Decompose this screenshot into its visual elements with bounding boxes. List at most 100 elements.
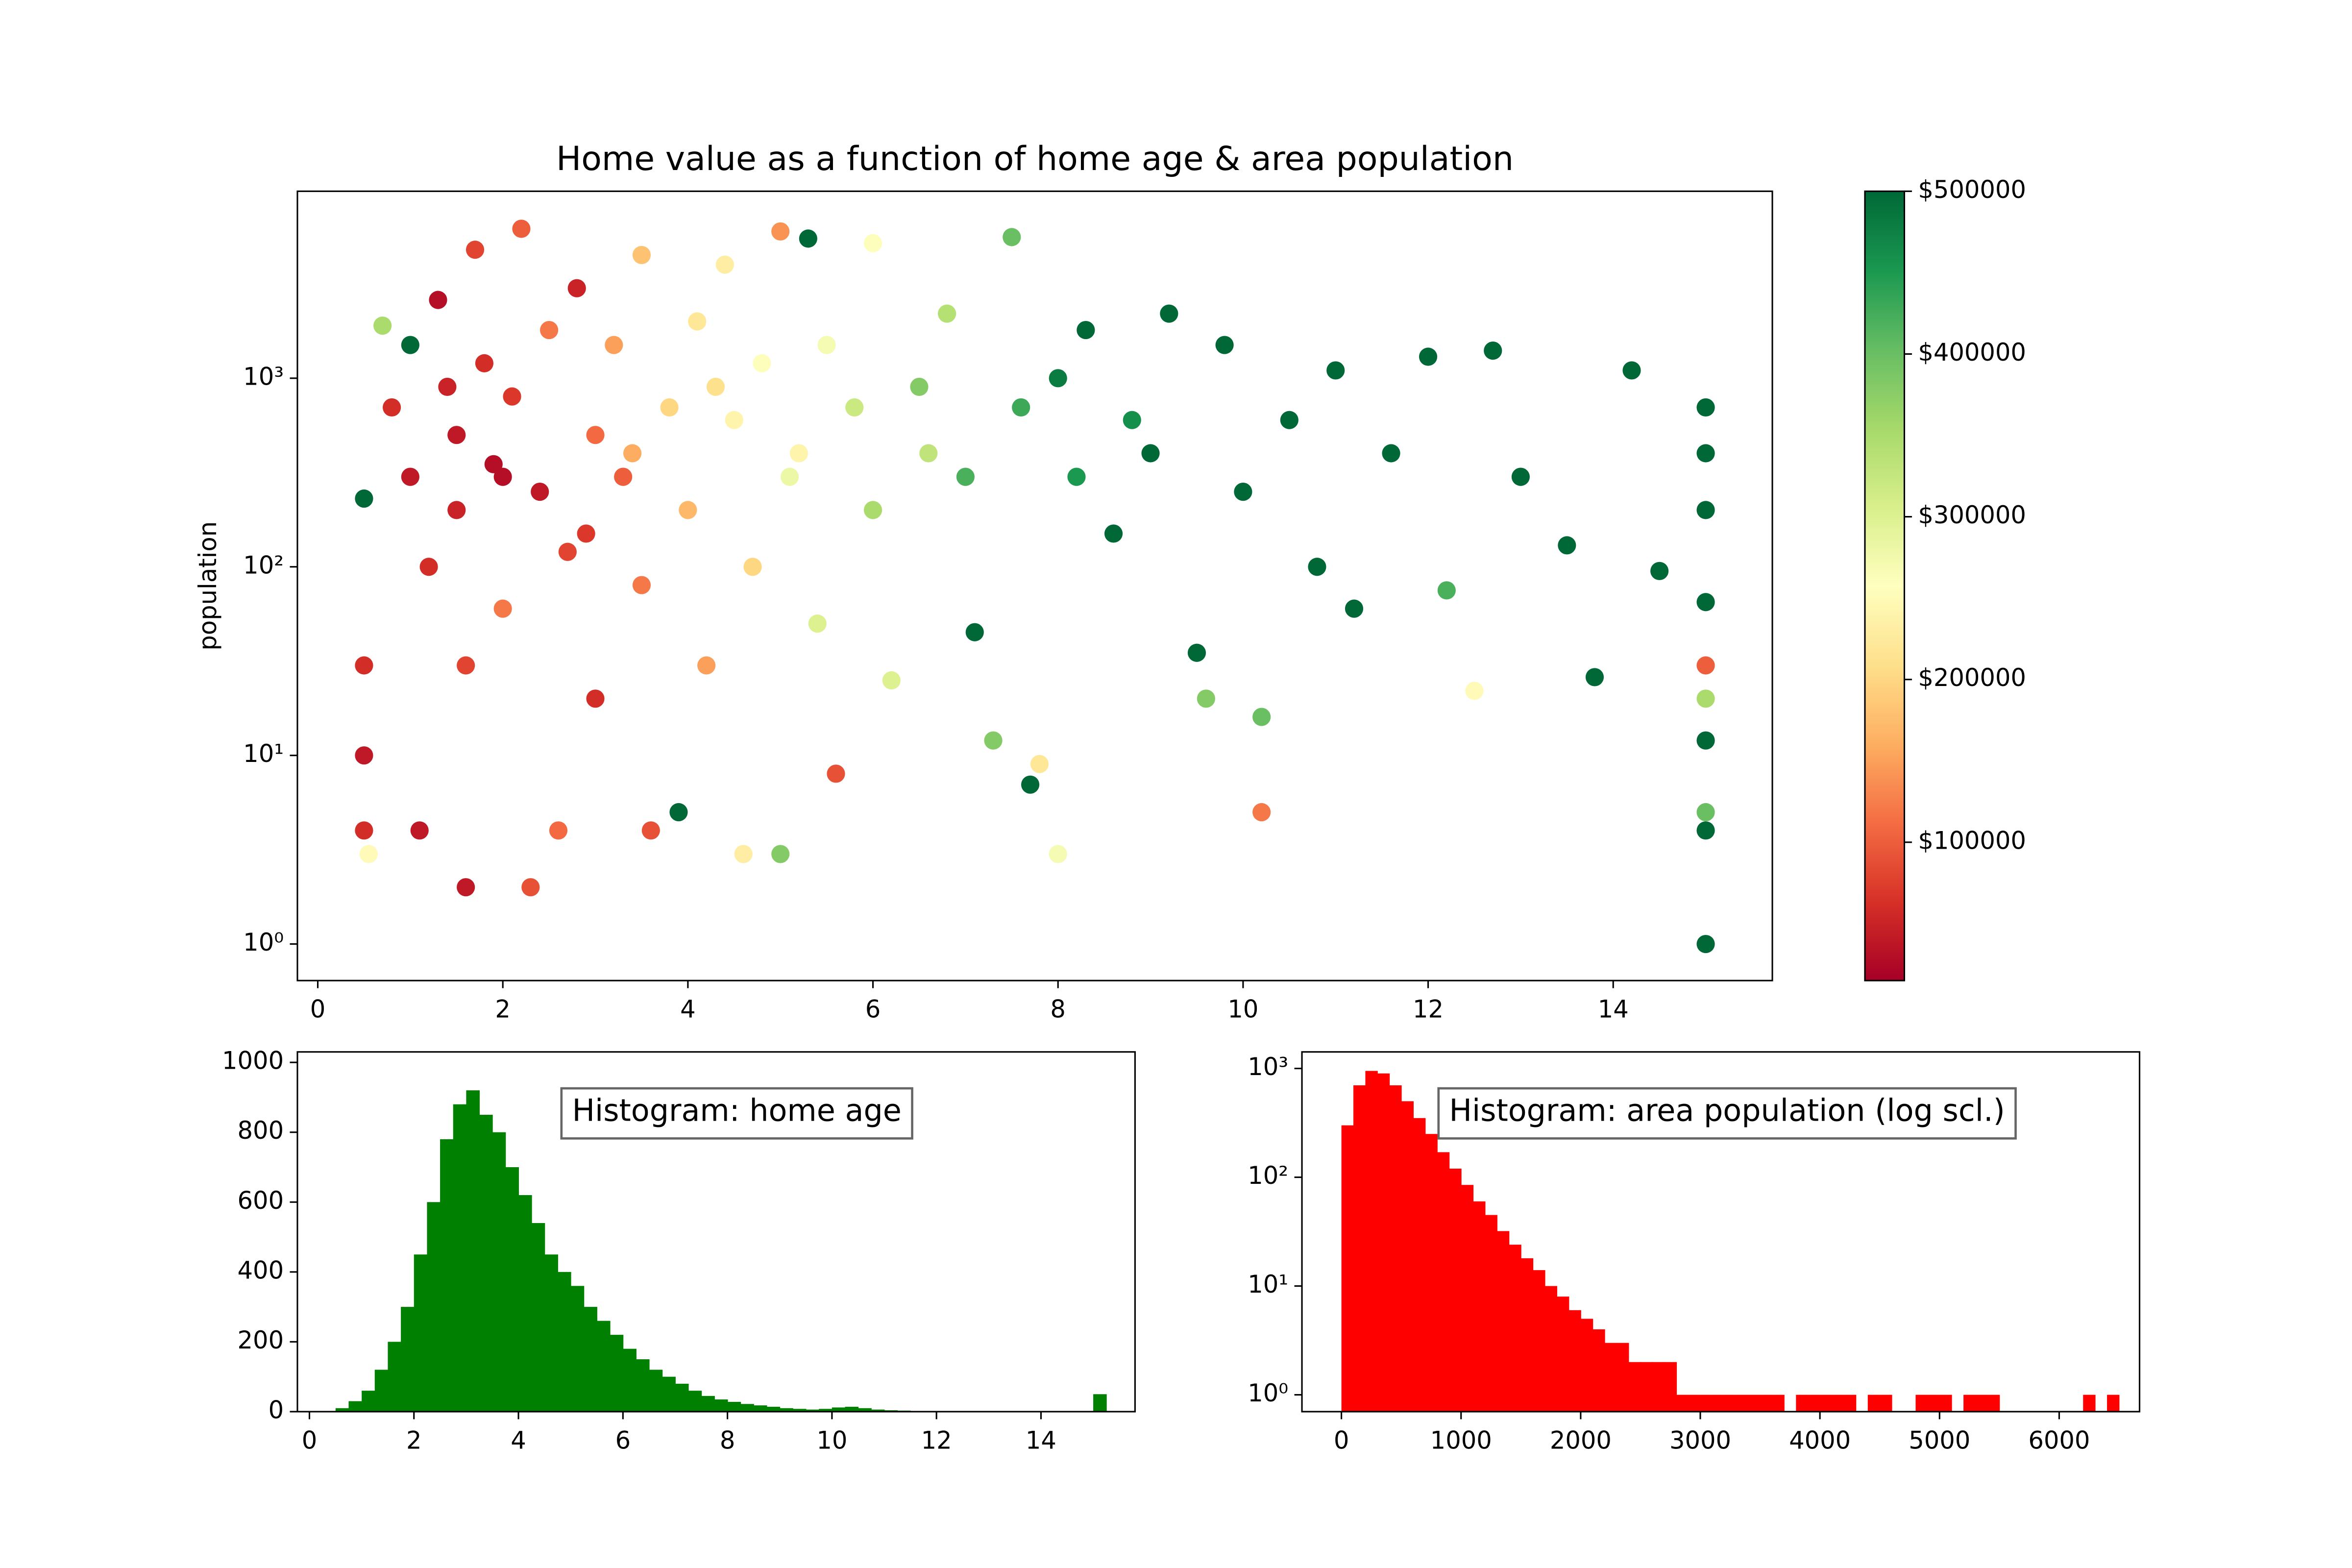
histogram-bar bbox=[1796, 1395, 1809, 1412]
histogram-bar bbox=[1425, 1134, 1438, 1412]
scatter-point bbox=[688, 312, 707, 331]
histogram-bar bbox=[1533, 1270, 1545, 1412]
scatter-point bbox=[359, 845, 378, 863]
scatter-point bbox=[1021, 775, 1040, 794]
x-tick-label: 14 bbox=[1026, 1426, 1056, 1454]
histogram-bar bbox=[1365, 1071, 1378, 1412]
scatter-point bbox=[743, 558, 762, 576]
scatter-point bbox=[1696, 656, 1715, 675]
scatter-point bbox=[1160, 304, 1178, 323]
histogram-bar bbox=[1341, 1125, 1354, 1412]
x-tick-label: 12 bbox=[921, 1426, 952, 1454]
annotation-box bbox=[560, 1087, 913, 1140]
scatter-point bbox=[401, 336, 419, 354]
y-tick-label: 1000 bbox=[222, 1047, 284, 1075]
scatter-point bbox=[493, 467, 512, 486]
scatter-point bbox=[706, 377, 725, 396]
scatter-point bbox=[919, 444, 938, 463]
histogram-bar bbox=[466, 1090, 480, 1412]
histogram-bar bbox=[335, 1408, 349, 1412]
histogram-bar bbox=[492, 1132, 506, 1412]
scatter-point bbox=[401, 467, 419, 486]
histogram-bar bbox=[740, 1404, 754, 1412]
histogram-bar bbox=[1676, 1395, 1689, 1412]
scatter-point bbox=[512, 220, 531, 238]
scatter-point bbox=[1187, 643, 1206, 662]
scatter-point bbox=[429, 291, 447, 309]
x-tick-label: 1000 bbox=[1430, 1426, 1492, 1454]
scatter-point bbox=[641, 821, 660, 840]
y-tick-label: 0 bbox=[269, 1396, 284, 1424]
x-tick-label: 5000 bbox=[1909, 1426, 1970, 1454]
histogram-bar bbox=[780, 1408, 793, 1412]
histogram-bar bbox=[1700, 1395, 1713, 1412]
x-tick-label: 4 bbox=[680, 995, 696, 1024]
scatter-point bbox=[1585, 668, 1604, 686]
scatter-point bbox=[410, 821, 429, 840]
scatter-point bbox=[466, 241, 485, 259]
histogram-frame bbox=[1301, 1051, 2140, 1413]
histogram-bar bbox=[832, 1407, 846, 1412]
scatter-point bbox=[1465, 682, 1484, 700]
histogram-bar bbox=[1867, 1395, 1881, 1412]
scatter-point bbox=[1308, 558, 1326, 576]
x-tick-label: 2000 bbox=[1550, 1426, 1612, 1454]
x-tick-label: 2 bbox=[406, 1426, 422, 1454]
x-tick-label: 14 bbox=[1598, 995, 1629, 1024]
histogram-bar bbox=[792, 1409, 807, 1412]
y-tick-label: 10¹ bbox=[243, 739, 284, 768]
scatter-point bbox=[734, 845, 753, 863]
histogram-bar bbox=[2083, 1395, 2096, 1412]
y-tick-label: 10¹ bbox=[1248, 1270, 1288, 1298]
scatter-point bbox=[863, 501, 882, 519]
x-tick-label: 8 bbox=[720, 1426, 735, 1454]
histogram-bar bbox=[1389, 1085, 1402, 1412]
scatter-point bbox=[1419, 347, 1438, 366]
scatter-point bbox=[447, 501, 466, 519]
x-tick-label: 0 bbox=[302, 1426, 318, 1454]
histogram-bar bbox=[558, 1272, 571, 1412]
scatter-point bbox=[1696, 398, 1715, 417]
histogram-bar bbox=[374, 1370, 389, 1412]
histogram-bar bbox=[610, 1335, 624, 1412]
histogram-bar bbox=[1688, 1395, 1701, 1412]
scatter-point bbox=[753, 354, 771, 372]
scatter-point bbox=[355, 656, 373, 675]
scatter-point bbox=[965, 623, 984, 641]
x-tick-label: 2 bbox=[495, 995, 511, 1024]
histogram-bar bbox=[1915, 1395, 1928, 1412]
scatter-point bbox=[984, 731, 1003, 750]
histogram-frame bbox=[296, 1051, 1136, 1413]
scatter-point bbox=[475, 354, 493, 372]
histogram-bar bbox=[1880, 1395, 1892, 1412]
scatter-point bbox=[355, 746, 373, 765]
scatter-point bbox=[586, 426, 605, 444]
histogram-bar bbox=[806, 1409, 820, 1412]
histogram-bar bbox=[1975, 1395, 1988, 1412]
scatter-point bbox=[1012, 398, 1030, 417]
scatter-point bbox=[715, 255, 734, 274]
scatter-point bbox=[910, 377, 929, 396]
x-tick-label: 3000 bbox=[1669, 1426, 1731, 1454]
scatter-point bbox=[1696, 934, 1715, 954]
colorbar-tick-label: $500000 bbox=[1918, 175, 2026, 204]
histogram-bar bbox=[1473, 1201, 1486, 1412]
scatter-point bbox=[1622, 361, 1641, 380]
colorbar-tick-label: $400000 bbox=[1918, 338, 2026, 367]
histogram-bar bbox=[1461, 1185, 1474, 1412]
histogram-bar bbox=[1724, 1395, 1737, 1412]
histogram-bar bbox=[1617, 1343, 1629, 1412]
scatter-point bbox=[605, 336, 623, 354]
x-tick-label: 10 bbox=[1227, 995, 1258, 1024]
x-tick-label: 4 bbox=[511, 1426, 526, 1454]
scatter-point bbox=[419, 558, 438, 576]
scatter-point bbox=[503, 387, 521, 406]
histogram-bar bbox=[1628, 1362, 1641, 1412]
histogram-bar bbox=[1640, 1362, 1653, 1412]
y-tick-label: 10² bbox=[1248, 1161, 1288, 1190]
scatter-point bbox=[493, 599, 512, 618]
colorbar-tick-label: $100000 bbox=[1918, 826, 2026, 855]
histogram-bar bbox=[701, 1396, 715, 1412]
x-tick-label: 0 bbox=[1334, 1426, 1349, 1454]
